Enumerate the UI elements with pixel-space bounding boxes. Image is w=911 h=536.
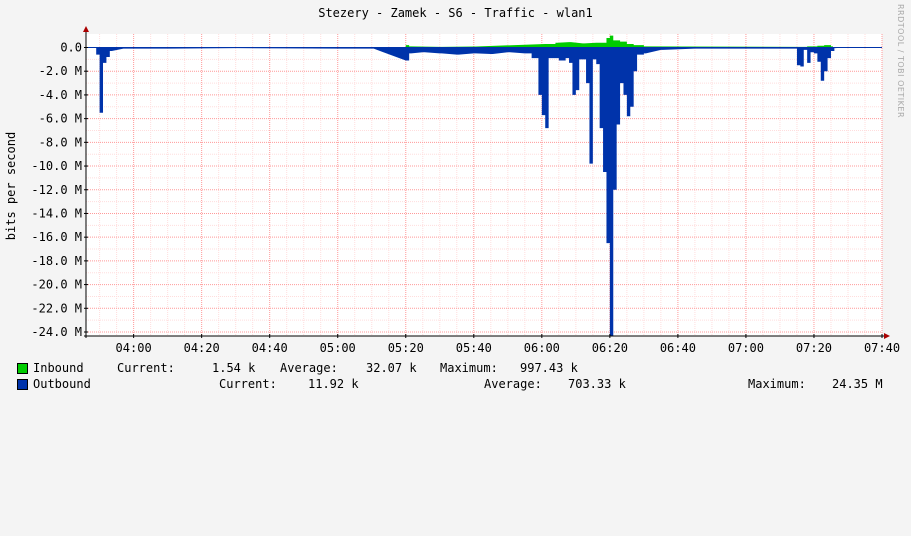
chart-svg: 0.0 -2.0 M -4.0 M -6.0 M -8.0 M -10.0 M -12.0 … xyxy=(4,26,900,355)
y-tick-label: -12.0 M xyxy=(31,183,82,197)
x-tick-label: 05:40 xyxy=(456,341,492,355)
inbound-current: 1.54 k xyxy=(212,361,256,375)
inbound-label: Inbound xyxy=(33,361,84,375)
outbound-maximum: 24.35 M xyxy=(832,377,883,391)
legend-outbound: Outbound Current: 11.92 k Average: 703.3… xyxy=(0,376,911,392)
outbound-maximum-label: Maximum: xyxy=(748,377,806,391)
y-tick-label: -14.0 M xyxy=(31,206,82,220)
outbound-current-label: Current: xyxy=(219,377,277,391)
y-tick-label: -18.0 M xyxy=(31,254,82,268)
inbound-maximum-label: Maximum: xyxy=(440,361,498,375)
y-axis-arrow xyxy=(83,26,89,32)
outbound-current: 11.92 k xyxy=(308,377,359,391)
y-tick-label: -6.0 M xyxy=(39,112,82,126)
y-tick-label: -20.0 M xyxy=(31,278,82,292)
legend-inbound: Inbound Current: 1.54 k Average: 32.07 k… xyxy=(0,360,911,376)
x-axis-arrow xyxy=(884,333,890,339)
x-tick-label: 06:40 xyxy=(660,341,696,355)
x-tick-label: 04:40 xyxy=(252,341,288,355)
watermark: RRDTOOL / TOBI OETIKER xyxy=(896,4,905,119)
y-tick-label: -4.0 M xyxy=(39,88,82,102)
inbound-average: 32.07 k xyxy=(366,361,417,375)
y-axis-label: bits per second xyxy=(4,132,18,240)
y-tick-label: -2.0 M xyxy=(39,64,82,78)
y-tick-label: -8.0 M xyxy=(39,135,82,149)
x-tick-label: 04:20 xyxy=(184,341,220,355)
chart-title: Stezery - Zamek - S6 - Traffic - wlan1 xyxy=(318,6,593,20)
x-tick-label: 07:20 xyxy=(796,341,832,355)
x-tick-label: 07:00 xyxy=(728,341,764,355)
inbound-maximum: 997.43 k xyxy=(520,361,578,375)
outbound-label: Outbound xyxy=(33,377,91,391)
x-tick-label: 04:00 xyxy=(116,341,152,355)
x-tick-label: 07:40 xyxy=(864,341,900,355)
x-tick-label: 06:00 xyxy=(524,341,560,355)
y-tick-label: -24.0 M xyxy=(31,325,82,339)
y-tick-labels: 0.0 -2.0 M -4.0 M -6.0 M -8.0 M -10.0 M -12.0 … xyxy=(31,41,88,339)
inbound-swatch xyxy=(17,363,28,374)
axes xyxy=(83,26,890,339)
outbound-swatch xyxy=(17,379,28,390)
x-tick-labels: 04:00 04:20 04:40 05:00 05:20 05:40 06:00 06:20… xyxy=(116,334,900,355)
x-tick-label: 05:20 xyxy=(388,341,424,355)
y-tick-label: -10.0 M xyxy=(31,159,82,173)
y-tick-label: -16.0 M xyxy=(31,230,82,244)
inbound-average-label: Average: xyxy=(280,361,338,375)
x-tick-label: 06:20 xyxy=(592,341,628,355)
traffic-graph: Stezery - Zamek - S6 - Traffic - wlan1 R… xyxy=(0,4,911,392)
inbound-current-label: Current: xyxy=(117,361,175,375)
outbound-average: 703.33 k xyxy=(568,377,626,391)
y-tick-label: -22.0 M xyxy=(31,301,82,315)
series-layer xyxy=(96,35,837,337)
x-tick-label: 05:00 xyxy=(320,341,356,355)
y-tick-label: 0.0 xyxy=(60,41,82,55)
inbound-area xyxy=(405,35,833,48)
outbound-average-label: Average: xyxy=(484,377,542,391)
